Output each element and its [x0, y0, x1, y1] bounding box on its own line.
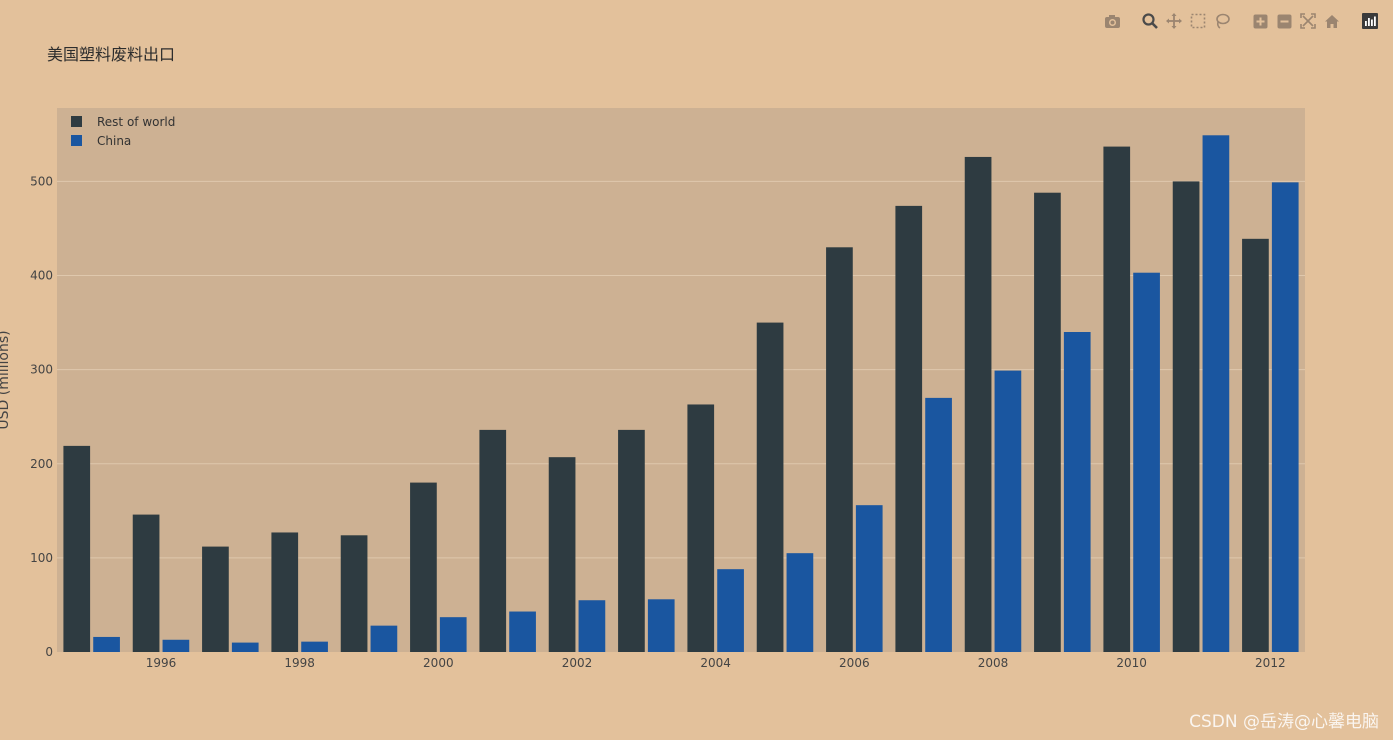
zoom-icon[interactable] [1141, 12, 1159, 30]
x-tick-label: 2008 [978, 656, 1009, 670]
bar-china-1999[interactable] [370, 625, 398, 652]
plotly-logo-icon[interactable] [1361, 12, 1379, 30]
bar-china-2006[interactable] [855, 505, 883, 652]
camera-icon[interactable] [1103, 12, 1121, 30]
bar-rest-of-world-2001[interactable] [479, 429, 507, 652]
y-tick-label: 400 [30, 269, 53, 283]
x-tick-label: 2002 [562, 656, 593, 670]
bar-rest-of-world-2012[interactable] [1242, 238, 1269, 652]
bar-rest-of-world-2011[interactable] [1172, 181, 1200, 653]
x-tick-label: 2000 [423, 656, 454, 670]
legend-item[interactable]: Rest of world [71, 115, 175, 129]
bar-rest-of-world-2008[interactable] [964, 156, 992, 653]
x-tick-label: 1996 [146, 656, 177, 670]
legend: Rest of world China [71, 115, 175, 148]
lasso-select-icon[interactable] [1213, 12, 1231, 30]
y-tick-label: 300 [30, 363, 53, 377]
bar-china-2000[interactable] [439, 617, 467, 652]
chart-title: 美国塑料废料出口 [47, 45, 176, 64]
bar-rest-of-world-2003[interactable] [618, 429, 645, 652]
bar-china-1998[interactable] [301, 641, 328, 652]
bar-china-2010[interactable] [1133, 272, 1160, 652]
bar-china-2003[interactable] [647, 599, 675, 652]
bar-china-2007[interactable] [925, 397, 952, 652]
y-axis-label: USD (millions) [0, 330, 12, 429]
watermark: CSDN @岳涛@心馨电脑 [1189, 712, 1379, 732]
bar-china-2002[interactable] [578, 600, 606, 652]
legend-swatch [71, 116, 82, 127]
autoscale-icon[interactable] [1299, 12, 1317, 30]
y-tick-label: 0 [45, 645, 53, 659]
bar-china-2004[interactable] [717, 569, 744, 652]
bar-china-2012[interactable] [1271, 182, 1299, 652]
modebar [1103, 12, 1379, 30]
x-tick-label: 1998 [284, 656, 315, 670]
bar-rest-of-world-2007[interactable] [895, 205, 923, 652]
bar-china-1995[interactable] [93, 636, 120, 652]
box-select-icon[interactable] [1189, 12, 1207, 30]
bar-china-2011[interactable] [1202, 135, 1230, 652]
bar-rest-of-world-2010[interactable] [1103, 146, 1131, 652]
bar-china-2008[interactable] [994, 370, 1022, 652]
x-tick-label: 2004 [700, 656, 731, 670]
zoom-out-icon[interactable] [1275, 12, 1293, 30]
bar-china-2009[interactable] [1063, 332, 1091, 652]
bar-china-2005[interactable] [786, 553, 814, 652]
y-tick-label: 200 [30, 457, 53, 471]
bar-rest-of-world-1995[interactable] [63, 445, 91, 652]
bar-china-1996[interactable] [162, 639, 190, 652]
gridlines [57, 180, 1305, 559]
bar-rest-of-world-2004[interactable] [687, 404, 715, 652]
legend-label: Rest of world [97, 115, 175, 129]
x-tick-label: 2012 [1255, 656, 1286, 670]
x-tick-label: 2010 [1116, 656, 1147, 670]
zoom-in-icon[interactable] [1251, 12, 1269, 30]
y-tick-label: 100 [30, 551, 53, 565]
bar-rest-of-world-2009[interactable] [1034, 192, 1061, 653]
legend-swatch [71, 135, 82, 146]
pan-icon[interactable] [1165, 12, 1183, 30]
bar-rest-of-world-1997[interactable] [202, 546, 229, 652]
bar-rest-of-world-2002[interactable] [548, 457, 576, 652]
bar-rest-of-world-1999[interactable] [340, 535, 368, 652]
reset-axes-icon[interactable] [1323, 12, 1341, 30]
bar-rest-of-world-2005[interactable] [756, 322, 784, 652]
bars [63, 135, 1299, 653]
bar-rest-of-world-2006[interactable] [826, 247, 853, 652]
x-axis: 1996 1998 2000 2002 2004 2006 2008 2010 2012 [146, 656, 1286, 670]
bar-china-1997[interactable] [231, 642, 259, 652]
y-axis: 0 100 200 300 400 500 [30, 174, 53, 659]
bar-rest-of-world-1996[interactable] [132, 514, 160, 652]
y-tick-label: 500 [30, 174, 53, 188]
bar-china-2001[interactable] [509, 611, 536, 652]
bar-rest-of-world-1998[interactable] [271, 532, 299, 652]
bar-rest-of-world-2000[interactable] [410, 482, 437, 652]
plot-area [57, 108, 1305, 652]
x-tick-label: 2006 [839, 656, 870, 670]
legend-label: China [97, 134, 131, 148]
legend-item[interactable]: China [71, 134, 131, 148]
